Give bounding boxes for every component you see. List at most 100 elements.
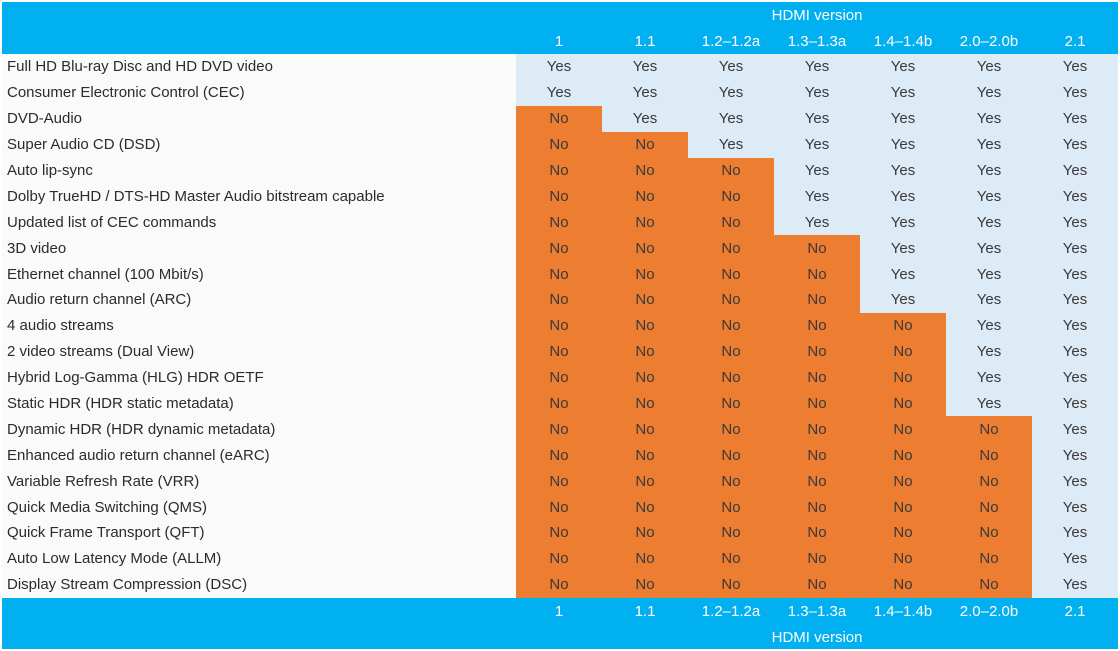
no-cell: No (946, 416, 1032, 443)
yes-cell: Yes (1032, 261, 1119, 288)
yes-cell: Yes (602, 105, 688, 132)
yes-cell: Yes (602, 79, 688, 106)
yes-cell: Yes (688, 79, 774, 106)
footer-versions-row: 1 1.1 1.2–1.2a 1.3–1.3a 1.4–1.4b 2.0–2.0b 2.1 (2, 598, 1119, 625)
yes-cell: Yes (860, 131, 946, 158)
no-cell: No (860, 442, 946, 469)
yes-cell: Yes (946, 131, 1032, 158)
no-cell: No (602, 287, 688, 313)
yes-cell: Yes (774, 209, 860, 236)
no-cell: No (516, 520, 602, 546)
table-row: Quick Media Switching (QMS) No No No No No No… (2, 494, 1119, 521)
yes-cell: Yes (1032, 157, 1119, 184)
no-cell: No (602, 520, 688, 546)
no-cell: No (602, 364, 688, 391)
feature-cell: Hybrid Log-Gamma (HLG) HDR OETF (2, 364, 516, 391)
feature-cell: Variable Refresh Rate (VRR) (2, 468, 516, 495)
table-row: Consumer Electronic Control (CEC) Yes Yes… (2, 79, 1119, 106)
feature-cell: Quick Media Switching (QMS) (2, 494, 516, 521)
no-cell: No (602, 157, 688, 184)
yes-cell: Yes (1032, 494, 1119, 521)
no-cell: No (688, 468, 774, 495)
table-row: Variable Refresh Rate (VRR) No No No No No No… (2, 468, 1119, 495)
no-cell: No (602, 494, 688, 521)
table-row: 2 video streams (Dual View) No No No No No Ye… (2, 338, 1119, 365)
yes-cell: Yes (602, 54, 688, 80)
no-cell: No (602, 390, 688, 417)
header-title: HDMI version (516, 2, 1119, 28)
feature-cell: 4 audio streams (2, 312, 516, 339)
no-cell: No (516, 235, 602, 262)
no-cell: No (602, 261, 688, 288)
yes-cell: Yes (860, 235, 946, 262)
no-cell: No (688, 571, 774, 598)
no-cell: No (774, 287, 860, 313)
yes-cell: Yes (1032, 183, 1119, 210)
footer-corner-cell (2, 598, 516, 625)
feature-cell: Super Audio CD (DSD) (2, 131, 516, 158)
feature-cell: Auto Low Latency Mode (ALLM) (2, 545, 516, 572)
table-row: 4 audio streams No No No No No Yes Yes (2, 312, 1119, 339)
yes-cell: Yes (1032, 468, 1119, 495)
no-cell: No (516, 571, 602, 598)
yes-cell: Yes (774, 157, 860, 184)
no-cell: No (774, 571, 860, 598)
yes-cell: Yes (1032, 287, 1119, 313)
yes-cell: Yes (774, 183, 860, 210)
table-header: HDMI version 1 1.1 1.2–1.2a 1.3–1.3a 1.4–1.4… (2, 2, 1119, 54)
feature-cell: DVD-Audio (2, 105, 516, 132)
no-cell: No (516, 494, 602, 521)
table-row: Hybrid Log-Gamma (HLG) HDR OETF No No No No… (2, 364, 1119, 391)
yes-cell: Yes (1032, 131, 1119, 158)
yes-cell: Yes (946, 261, 1032, 288)
footer-version-5: 2.0–2.0b (946, 598, 1032, 625)
no-cell: No (602, 545, 688, 572)
no-cell: No (946, 520, 1032, 546)
feature-cell: 2 video streams (Dual View) (2, 338, 516, 365)
yes-cell: Yes (516, 79, 602, 106)
no-cell: No (860, 312, 946, 339)
no-cell: No (516, 287, 602, 313)
no-cell: No (860, 494, 946, 521)
header-version-3: 1.3–1.3a (774, 28, 860, 54)
feature-cell: Display Stream Compression (DSC) (2, 571, 516, 598)
header-version-2: 1.2–1.2a (688, 28, 774, 54)
yes-cell: Yes (774, 105, 860, 132)
header-version-1: 1.1 (602, 28, 688, 54)
footer-version-0: 1 (516, 598, 602, 625)
feature-cell: Full HD Blu-ray Disc and HD DVD video (2, 54, 516, 80)
feature-cell: Consumer Electronic Control (CEC) (2, 79, 516, 106)
no-cell: No (774, 364, 860, 391)
no-cell: No (602, 416, 688, 443)
no-cell: No (946, 545, 1032, 572)
table-footer: 1 1.1 1.2–1.2a 1.3–1.3a 1.4–1.4b 2.0–2.0b 2.1 … (2, 598, 1119, 649)
yes-cell: Yes (946, 364, 1032, 391)
no-cell: No (602, 571, 688, 598)
footer-version-2: 1.2–1.2a (688, 598, 774, 625)
yes-cell: Yes (946, 157, 1032, 184)
no-cell: No (516, 131, 602, 158)
yes-cell: Yes (946, 338, 1032, 365)
no-cell: No (688, 390, 774, 417)
no-cell: No (774, 545, 860, 572)
header-corner-cell (2, 28, 516, 54)
feature-cell: Dolby TrueHD / DTS-HD Master Audio bitst… (2, 183, 516, 210)
yes-cell: Yes (1032, 442, 1119, 469)
feature-cell: Auto lip-sync (2, 157, 516, 184)
no-cell: No (774, 442, 860, 469)
no-cell: No (516, 209, 602, 236)
header-version-6: 2.1 (1032, 28, 1119, 54)
no-cell: No (860, 416, 946, 443)
no-cell: No (774, 312, 860, 339)
yes-cell: Yes (1032, 209, 1119, 236)
table-row: Enhanced audio return channel (eARC) No N… (2, 442, 1119, 469)
no-cell: No (516, 183, 602, 210)
no-cell: No (516, 416, 602, 443)
yes-cell: Yes (860, 287, 946, 313)
yes-cell: Yes (860, 261, 946, 288)
yes-cell: Yes (1032, 235, 1119, 262)
header-versions-row: 1 1.1 1.2–1.2a 1.3–1.3a 1.4–1.4b 2.0–2.0b 2.1 (2, 28, 1119, 54)
no-cell: No (860, 390, 946, 417)
no-cell: No (688, 442, 774, 469)
no-cell: No (774, 235, 860, 262)
